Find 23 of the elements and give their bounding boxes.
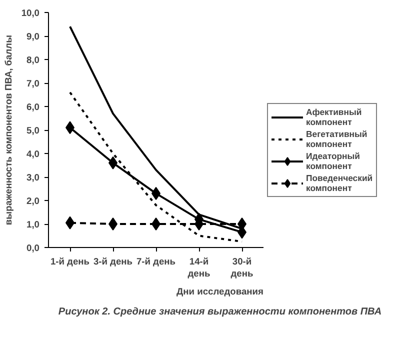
legend-label: Афективный компонент (306, 107, 362, 127)
x-tick-label: 14-й день (188, 256, 211, 278)
y-tick-label: 8,0 (26, 55, 40, 65)
x-tick-label: 3-й день (93, 256, 133, 266)
x-axis-title: Дни исследования (176, 286, 264, 296)
y-tick-label: 6,0 (26, 102, 40, 112)
legend-label: Вегетативный компонент (306, 129, 368, 149)
y-tick-label: 3,0 (26, 172, 40, 182)
y-tick-label: 10,0 (21, 8, 40, 18)
x-tick-label: 30-й день (230, 256, 254, 278)
y-axis-title: выраженность компонентов ПВА, баллы (3, 34, 14, 226)
legend-label: Идеаторный компонент (306, 151, 360, 171)
y-tick-label: 0,0 (26, 243, 40, 253)
x-tick-label: 7-й день (136, 256, 176, 266)
legend-label: Поведенческий компонент (306, 173, 373, 193)
y-tick-label: 5,0 (26, 126, 40, 136)
text: Рисунок 2. Средние значения выраженности компонентов ПВА (58, 306, 382, 318)
y-tick-label: 2,0 (26, 196, 40, 206)
y-tick-label: 1,0 (26, 220, 40, 230)
y-tick-label: 7,0 (26, 78, 40, 88)
y-tick-label: 9,0 (26, 32, 40, 42)
x-tick-label: 1-й день (50, 256, 90, 266)
y-tick-label: 4,0 (26, 149, 40, 159)
